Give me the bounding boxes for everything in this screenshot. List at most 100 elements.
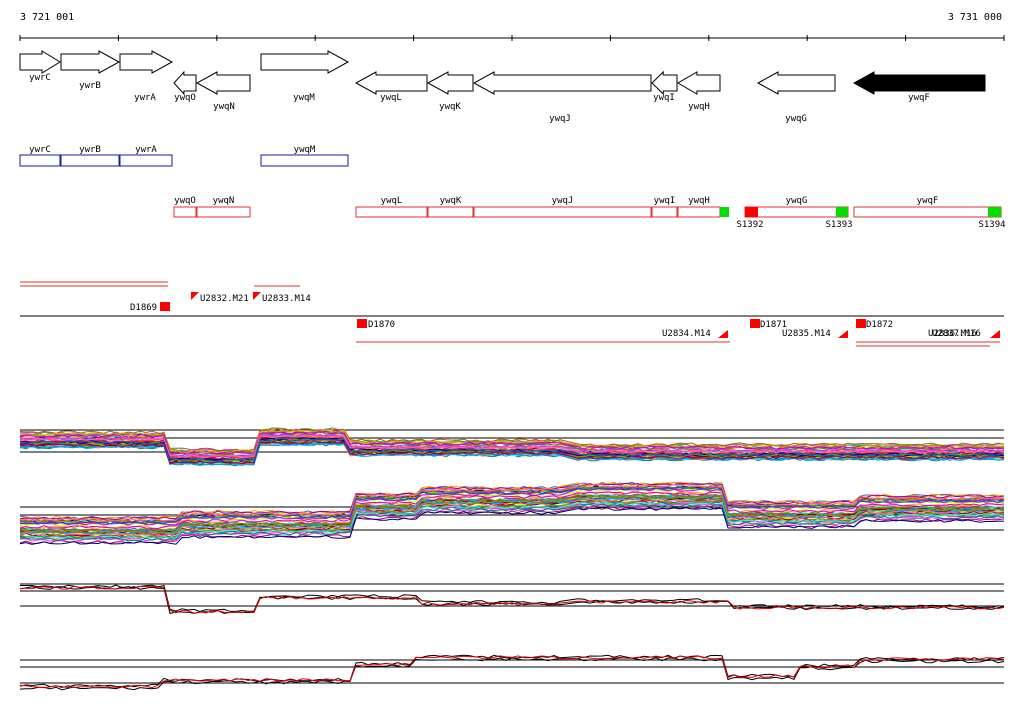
feature-label-U2834.M14: U2834.M14 xyxy=(662,329,711,339)
expression-trace xyxy=(19,442,1005,466)
feature-label-U2832.M21: U2832.M21 xyxy=(200,294,249,304)
gene-label-ywqO: ywqO xyxy=(174,93,196,103)
marker-label-S1393: S1393 xyxy=(825,220,852,230)
forward-box-ywqM xyxy=(260,154,349,167)
expression-trace xyxy=(19,430,1005,455)
reverse-box-ywqF xyxy=(853,206,1002,218)
feature-flag xyxy=(253,292,261,300)
gene-arrow-ywqH xyxy=(677,71,721,95)
expression-panel-2 xyxy=(19,481,1005,545)
marker-green-square xyxy=(720,207,729,217)
expression-trace xyxy=(19,585,1005,614)
feature-label-U2837.M16: U2837.M16 xyxy=(932,329,981,339)
reverse-box-label-ywqN: ywqN xyxy=(213,196,235,206)
forward-box-label-ywrB: ywrB xyxy=(79,145,101,155)
feature-red-box xyxy=(750,319,760,328)
gene-label-ywqL: ywqL xyxy=(380,93,402,103)
gene-label-ywqH: ywqH xyxy=(688,102,710,112)
marker-red-square xyxy=(745,207,758,217)
reverse-box-label-ywqJ: ywqJ xyxy=(552,196,574,206)
gene-label-ywqF: ywqF xyxy=(908,93,930,103)
reverse-box-label-ywqO: ywqO xyxy=(174,196,196,206)
reverse-box-ywqH xyxy=(677,206,721,218)
gene-arrows-track xyxy=(19,50,986,96)
gene-arrow-ywqG xyxy=(756,71,836,95)
forward-box-ywrB xyxy=(60,154,120,167)
marker-label-S1392: S1392 xyxy=(736,220,763,230)
reverse-box-ywqJ xyxy=(473,206,652,218)
reverse-box-ywqK xyxy=(427,206,474,218)
reverse-box-ywqN xyxy=(196,206,251,218)
expression-trace xyxy=(19,427,1005,452)
reverse-box-ywqO xyxy=(173,206,197,218)
feature-red-box xyxy=(357,319,367,328)
feature-red-box xyxy=(160,302,170,311)
expression-trace xyxy=(19,491,1005,530)
gene-label-ywrA: ywrA xyxy=(134,93,156,103)
expression-trace xyxy=(19,655,1005,689)
forward-box-ywrC xyxy=(19,154,61,167)
reverse-box-label-ywqF: ywqF xyxy=(917,196,939,206)
expression-panel-1 xyxy=(19,427,1005,467)
feature-label-D1871: D1871 xyxy=(760,320,787,330)
gene-arrow-ywrA xyxy=(119,50,174,74)
reverse-box-label-ywqK: ywqK xyxy=(440,196,462,206)
position-ruler xyxy=(19,35,1005,41)
forward-box-ywrA xyxy=(119,154,173,167)
feature-label-U2836.M16: U2836.M16 xyxy=(928,329,977,339)
gene-arrow-ywqL xyxy=(354,71,428,95)
gene-arrow-ywqF xyxy=(852,71,986,95)
expression-trace xyxy=(19,441,1005,466)
ruler-start-label: 3 721 001 xyxy=(20,12,75,23)
reverse-box-label-ywqL: ywqL xyxy=(381,196,403,206)
expression-trace xyxy=(19,437,1005,462)
feature-track: D1869 U2832.M21 U2833.M14 D1870 U2834.M14 D18… xyxy=(20,281,1004,347)
reverse-box-ywqL xyxy=(355,206,428,218)
marker-label-S1394: S1394 xyxy=(978,220,1005,230)
expression-trace xyxy=(19,506,1005,545)
feature-flag xyxy=(191,292,199,300)
gene-label-ywrC: ywrC xyxy=(29,73,51,83)
feature-flag xyxy=(718,330,728,338)
reverse-box-ywqG xyxy=(744,206,849,218)
ruler-end-label: 3 731 000 xyxy=(947,12,1002,23)
marker-green-square xyxy=(836,207,848,217)
gene-label-ywqI: ywqI xyxy=(653,93,675,103)
expression-trace xyxy=(19,503,1005,542)
expression-panel-3 xyxy=(19,583,1005,615)
feature-flag xyxy=(838,330,848,338)
feature-label-D1869: D1869 xyxy=(130,303,157,313)
gene-label-ywrB: ywrB xyxy=(79,81,101,91)
expression-trace xyxy=(19,434,1005,458)
expression-trace xyxy=(19,487,1005,526)
gene-label-ywqJ: ywqJ xyxy=(549,114,571,124)
expression-trace xyxy=(19,429,1005,454)
expression-trace xyxy=(20,584,1005,613)
gene-label-ywqK: ywqK xyxy=(439,102,461,112)
feature-label-U2833.M14: U2833.M14 xyxy=(262,294,311,304)
gene-label-ywqN: ywqN xyxy=(213,102,235,112)
feature-label-D1872: D1872 xyxy=(866,320,893,330)
gene-labels-track: ywrC ywrB ywrA ywqO ywqN ywqM ywqL ywqK ywqJ ywqI… xyxy=(29,73,930,124)
expression-trace xyxy=(19,500,1005,539)
reverse-box-ywqI xyxy=(651,206,678,218)
reverse-box-label-ywqG: ywqG xyxy=(786,196,808,206)
forward-box-label-ywqM: ywqM xyxy=(294,145,316,155)
forward-box-label-ywrA: ywrA xyxy=(135,145,157,155)
gene-arrow-ywqO xyxy=(173,70,197,96)
gene-arrow-ywqM xyxy=(260,50,350,74)
expression-trace xyxy=(19,438,1005,462)
reverse-box-label-ywqH: ywqH xyxy=(688,196,710,206)
reverse-annotation-track: ywqO ywqN ywqL ywqK ywqJ ywqI ywqH ywqG ywqF xyxy=(173,196,1002,218)
gene-label-ywqG: ywqG xyxy=(785,114,807,124)
expression-trace xyxy=(19,486,1005,525)
gene-arrow-ywqI xyxy=(651,70,678,96)
expression-trace xyxy=(19,657,1005,691)
expression-trace xyxy=(19,495,1005,534)
forward-annotation-track: ywrC ywrB ywrA ywqM xyxy=(19,145,349,167)
gene-arrow-ywqN xyxy=(195,71,251,95)
s-marker-track: S1392 S1393 S1394 xyxy=(720,207,1006,230)
expression-panel-4 xyxy=(19,654,1005,691)
reverse-box-label-ywqI: ywqI xyxy=(654,196,676,206)
